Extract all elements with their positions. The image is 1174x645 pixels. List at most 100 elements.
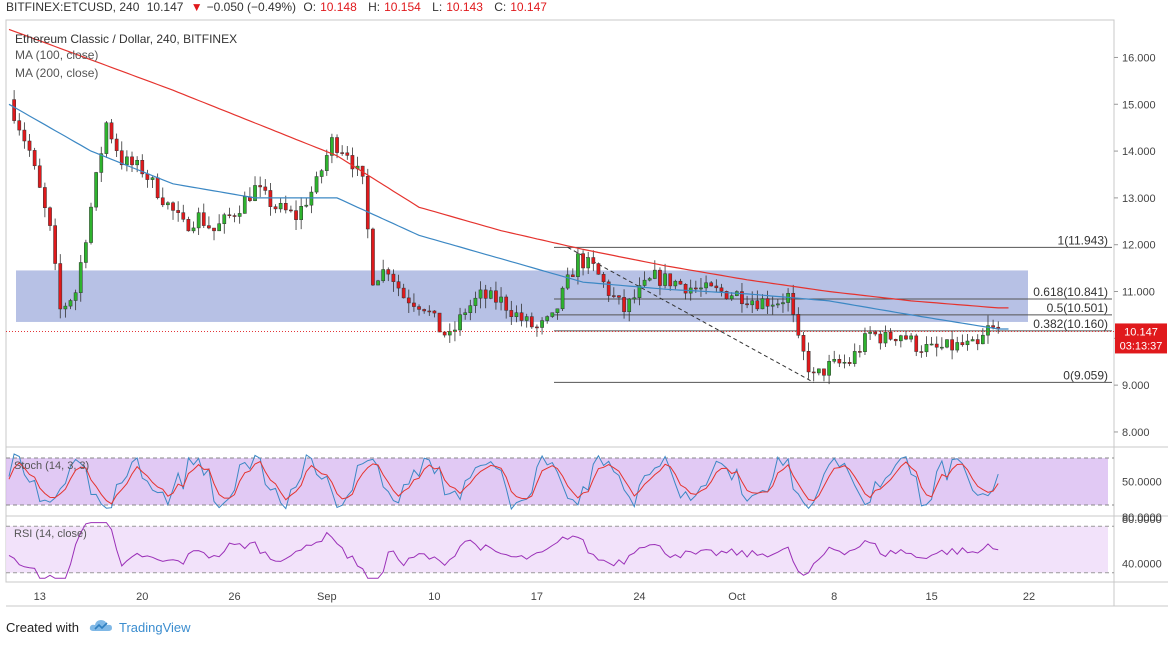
candle	[545, 315, 550, 324]
rsi-tick-label: 80.0000	[1122, 514, 1162, 526]
candle	[519, 303, 524, 327]
candle	[314, 171, 319, 195]
candle	[965, 333, 970, 351]
candle-body	[796, 314, 801, 336]
candle	[904, 330, 908, 341]
candle-body	[934, 343, 939, 348]
candle-body	[68, 300, 73, 307]
candle-body	[704, 282, 708, 289]
candle	[186, 216, 191, 232]
candle-body	[960, 342, 965, 346]
candle	[632, 289, 637, 304]
candle	[371, 227, 375, 286]
candle	[73, 289, 78, 311]
candle-body	[647, 278, 652, 281]
candle-body	[222, 214, 227, 224]
candle-body	[330, 137, 334, 156]
candle-body	[73, 292, 78, 301]
candle-body	[289, 209, 293, 212]
candle	[535, 324, 539, 337]
candle-body	[468, 305, 473, 313]
candle-body	[601, 274, 606, 283]
candle	[212, 227, 216, 241]
candle	[816, 368, 821, 376]
candle	[914, 333, 919, 357]
candle-body	[283, 203, 288, 211]
candle	[775, 299, 780, 309]
y-tick-label: 9.000	[1122, 380, 1150, 392]
created-with-text: Created with	[6, 620, 79, 635]
candle	[504, 294, 509, 319]
candle-body	[427, 310, 432, 313]
candle	[396, 274, 401, 297]
candle	[294, 200, 298, 230]
candle	[950, 330, 954, 360]
candle-body	[755, 300, 760, 310]
candle	[622, 289, 626, 319]
last-price: 10.147	[146, 0, 184, 14]
candle-body	[278, 203, 283, 210]
candle-body	[166, 202, 170, 206]
candle-body	[488, 290, 493, 299]
candle	[130, 151, 134, 172]
candle-body	[340, 152, 345, 154]
candle-body	[565, 274, 570, 289]
price-tag-countdown: 03:13:37	[1120, 340, 1163, 352]
candle-body	[212, 227, 216, 232]
candle	[606, 279, 611, 302]
candle-body	[914, 335, 919, 352]
candle	[84, 239, 88, 269]
candle-body	[878, 333, 883, 344]
candle	[181, 204, 186, 223]
candle-body	[263, 186, 268, 191]
candle-body	[217, 223, 221, 232]
candle-body	[53, 225, 57, 264]
candle-body	[842, 362, 847, 364]
candle-body	[658, 269, 662, 286]
candle-body	[852, 351, 857, 364]
candle-body	[273, 206, 278, 210]
candle	[94, 171, 98, 211]
candle	[581, 250, 585, 276]
candle	[268, 182, 273, 216]
candle-body	[437, 312, 442, 333]
candle	[929, 336, 934, 346]
candle-body	[832, 359, 837, 362]
candle-body	[227, 214, 232, 216]
candle-body	[801, 335, 806, 352]
candle-body	[473, 297, 478, 306]
candle-body	[909, 335, 913, 340]
candle	[663, 263, 667, 289]
candle	[412, 293, 416, 312]
candle-body	[719, 287, 724, 292]
candle-body	[99, 153, 104, 173]
candle-body	[201, 212, 206, 226]
candle	[750, 291, 755, 314]
candle	[406, 289, 411, 313]
tradingview-brand[interactable]: TradingView	[118, 620, 191, 635]
candle	[43, 182, 47, 218]
candle-body	[673, 280, 678, 287]
candle-body	[581, 253, 585, 269]
candle-body	[919, 351, 924, 353]
footer: Created with TradingView	[6, 619, 191, 636]
candle	[350, 147, 355, 178]
candle-body	[494, 290, 498, 303]
candle	[53, 218, 57, 271]
candle	[637, 277, 642, 306]
candle-body	[827, 361, 831, 376]
candle	[837, 354, 842, 368]
y-tick-label: 13.000	[1122, 193, 1156, 205]
candle	[617, 295, 621, 305]
candle	[217, 214, 221, 232]
candle-body	[48, 207, 52, 226]
x-tick-label: 13	[34, 591, 46, 603]
chart-area[interactable]: 1(11.943) 0.618(10.841) 0.5(10.501) 0.382(1…	[0, 0, 1174, 612]
candle	[263, 179, 268, 195]
candle-body	[699, 287, 703, 290]
candle	[99, 146, 104, 182]
candle-body	[709, 282, 714, 287]
symbol-label[interactable]: BITFINEX:ETCUSD, 240	[6, 0, 140, 14]
candle-body	[550, 312, 555, 317]
candle-body	[724, 291, 729, 300]
